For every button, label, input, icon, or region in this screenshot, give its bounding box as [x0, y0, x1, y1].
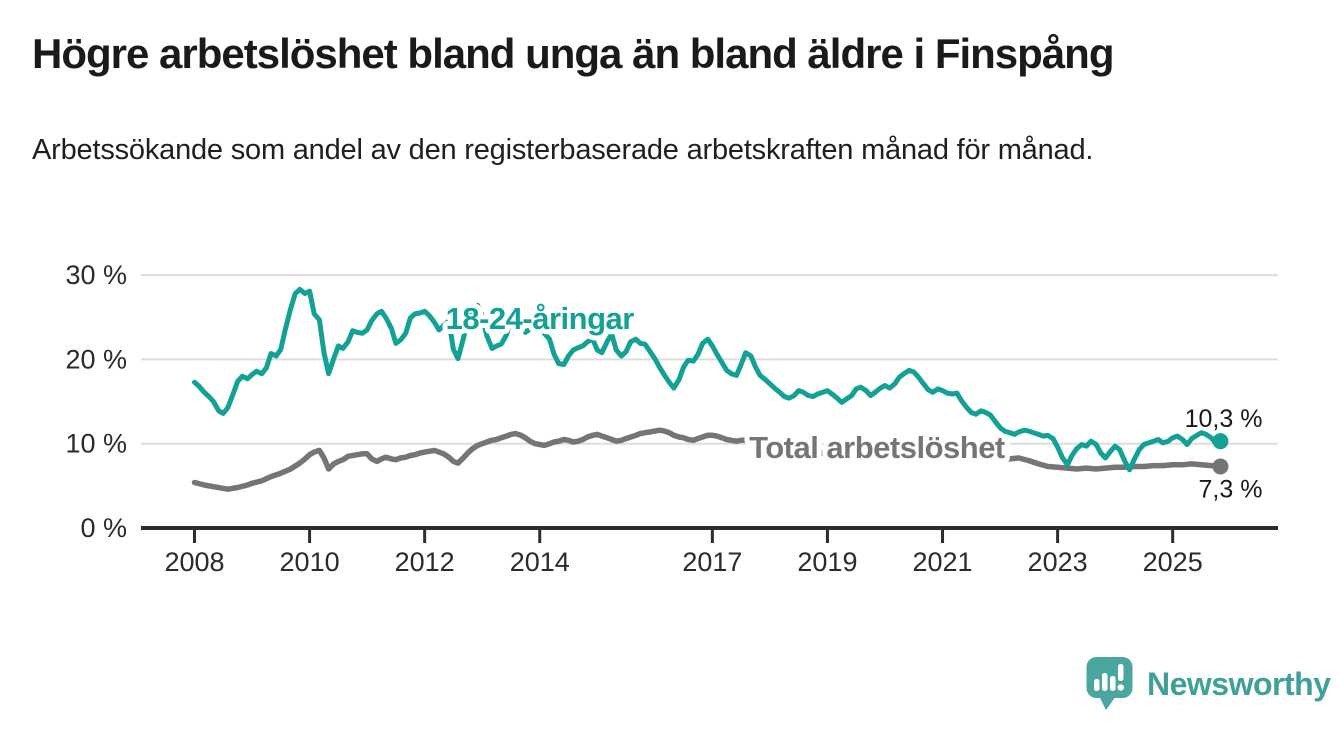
x-tick-label: 2008 — [164, 547, 224, 577]
y-tick-label: 20 % — [65, 344, 127, 374]
x-tick-label: 2017 — [682, 547, 742, 577]
y-tick-label: 30 % — [65, 260, 127, 290]
x-tick-label: 2019 — [797, 547, 857, 577]
total-end-value-label: 7,3 % — [1199, 475, 1263, 503]
newsworthy-logo: Newsworthy — [1086, 656, 1331, 712]
youth-unemployment-line — [192, 286, 1223, 473]
brand-name: Newsworthy — [1147, 666, 1331, 702]
y-tick-label: 10 % — [65, 429, 127, 459]
total-unemployment-line — [191, 427, 1224, 492]
x-tick-label: 2021 — [912, 547, 972, 577]
series-label-halo: Total arbetslöshet — [749, 430, 1005, 465]
x-tick-label: 2010 — [280, 547, 340, 577]
y-tick-label: 0 % — [80, 513, 127, 543]
youth-series-label: 18-24-åringar — [446, 301, 635, 336]
bar-chart-speech-bubble-icon — [1086, 657, 1133, 710]
total-end-dot — [1212, 458, 1229, 475]
x-tick-label: 2014 — [510, 547, 570, 577]
x-tick-label: 2012 — [395, 547, 455, 577]
page-title: Högre arbetslöshet bland unga än bland ä… — [32, 30, 1114, 77]
youth-end-value-label: 10,3 % — [1185, 405, 1263, 433]
total-series-label: Total arbetslöshet — [749, 430, 1005, 465]
youth-end-dot — [1212, 433, 1229, 450]
x-tick-label: 2023 — [1028, 547, 1088, 577]
chart-subtitle: Arbetssökande som andel av den registerb… — [32, 134, 1094, 166]
series-label-halo: 18-24-åringar — [446, 301, 635, 336]
x-tick-label: 2025 — [1143, 547, 1203, 577]
